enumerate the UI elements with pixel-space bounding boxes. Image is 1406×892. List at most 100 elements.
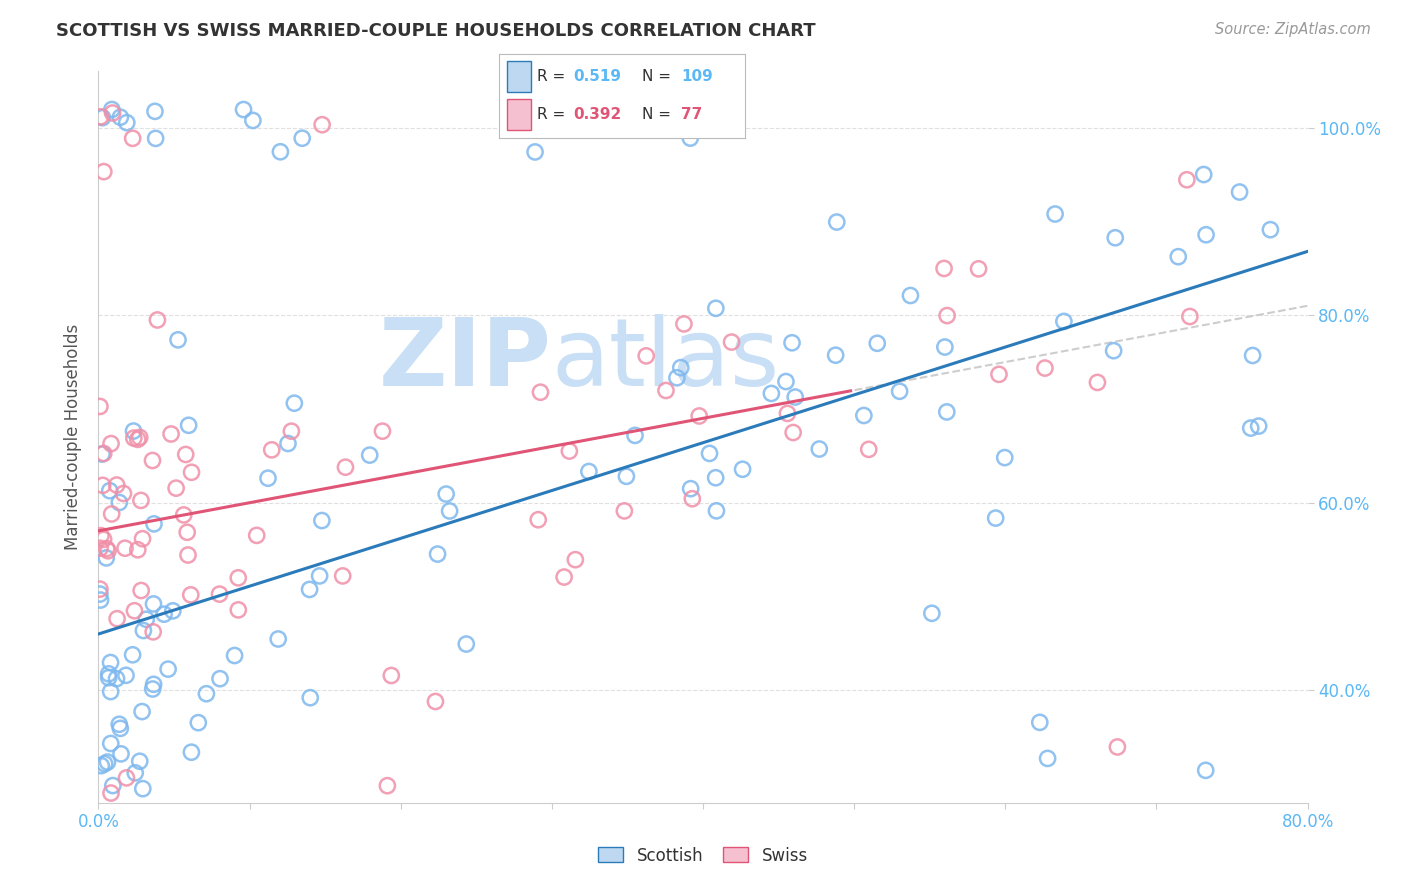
Point (613, 504, 636, 518)
Point (1087, 376, 1109, 390)
Point (96, 541, 118, 556)
Point (704, 471, 727, 485)
Point (934, 340, 956, 354)
Point (100, 656, 122, 670)
Point (808, 442, 831, 456)
Point (299, 690, 322, 705)
Point (146, 313, 169, 327)
Point (889, 384, 911, 399)
Point (100, 507, 122, 521)
Point (935, 405, 957, 419)
Point (439, 504, 461, 518)
Point (669, 360, 692, 375)
Point (564, 552, 586, 566)
Point (160, 427, 183, 442)
Point (1247, 419, 1270, 434)
Point (679, 131, 702, 145)
Point (173, 508, 195, 522)
Point (115, 668, 138, 682)
Point (1240, 421, 1263, 435)
Point (127, 433, 149, 447)
Point (105, 612, 128, 626)
Legend: Scottish, Swiss: Scottish, Swiss (592, 840, 814, 871)
Point (157, 662, 180, 676)
Point (1036, 751, 1059, 765)
Point (226, 571, 249, 585)
Point (704, 301, 727, 316)
Point (142, 624, 165, 639)
Point (775, 375, 797, 389)
Point (1043, 207, 1066, 221)
Point (145, 131, 167, 145)
Point (524, 145, 547, 159)
Point (91, 111, 114, 125)
Point (153, 607, 176, 622)
Point (283, 396, 305, 410)
Point (308, 569, 330, 583)
Point (731, 462, 754, 476)
Point (269, 145, 291, 159)
Point (162, 604, 184, 618)
Point (98, 483, 121, 498)
Point (706, 504, 728, 518)
Point (108, 717, 131, 731)
Text: N =: N = (643, 69, 676, 84)
Point (93, 446, 115, 460)
Point (101, 779, 124, 793)
Point (115, 771, 138, 785)
Point (115, 115, 138, 129)
Point (89, 400, 111, 414)
Point (785, 390, 807, 404)
Point (180, 588, 202, 602)
Point (224, 648, 246, 663)
Point (380, 668, 402, 682)
Point (89, 541, 111, 556)
Point (93, 533, 115, 547)
Point (699, 446, 721, 460)
Point (167, 333, 190, 347)
Point (1104, 231, 1126, 245)
Text: N =: N = (643, 107, 676, 122)
Point (456, 637, 478, 651)
Point (114, 541, 136, 556)
Y-axis label: Married-couple Households: Married-couple Households (65, 324, 83, 550)
Point (335, 460, 357, 475)
Point (93, 756, 115, 771)
Point (936, 309, 959, 323)
Point (434, 487, 457, 501)
Point (135, 612, 157, 626)
Point (90, 758, 112, 772)
Point (165, 481, 187, 495)
Point (1053, 314, 1076, 328)
Text: 0.392: 0.392 (574, 107, 621, 122)
Point (93, 164, 115, 178)
Point (1195, 764, 1218, 778)
Point (858, 442, 880, 457)
Point (121, 131, 143, 145)
Text: 77: 77 (682, 107, 703, 122)
Point (105, 672, 128, 686)
Point (782, 425, 804, 440)
Point (128, 430, 150, 444)
Point (359, 448, 381, 462)
Point (143, 516, 166, 531)
Point (108, 495, 131, 509)
Point (257, 471, 280, 485)
Point (332, 569, 354, 583)
Text: 109: 109 (682, 69, 713, 84)
Point (761, 386, 783, 401)
Text: SCOTTISH VS SWISS MARRIED-COUPLE HOUSEHOLDS CORRELATION CHART: SCOTTISH VS SWISS MARRIED-COUPLE HOUSEHO… (56, 22, 815, 40)
Point (967, 261, 990, 276)
Point (280, 424, 302, 438)
Point (208, 672, 231, 686)
Point (267, 632, 290, 646)
Point (527, 513, 550, 527)
Point (142, 677, 165, 691)
Point (825, 215, 848, 229)
Point (176, 525, 198, 540)
Point (377, 779, 399, 793)
Text: 0.519: 0.519 (574, 69, 621, 84)
Point (195, 687, 218, 701)
Point (425, 694, 447, 708)
Point (121, 648, 143, 662)
